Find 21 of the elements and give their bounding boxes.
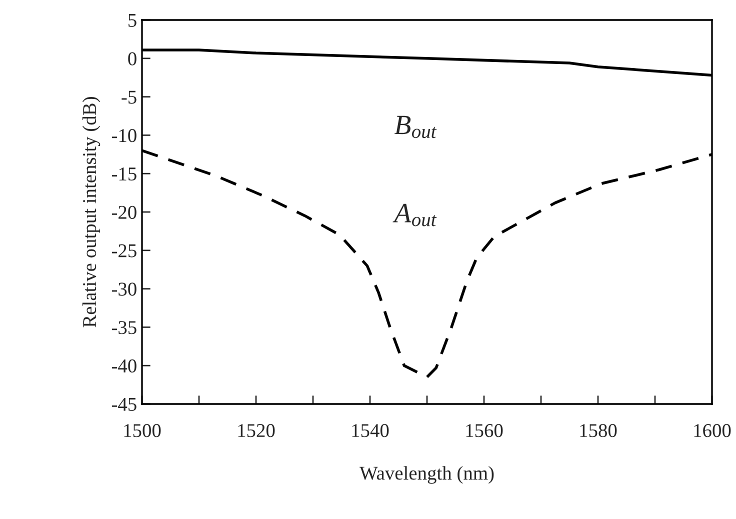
- y-tick-label: -20: [112, 206, 136, 219]
- y-tick-label: -25: [112, 244, 136, 258]
- y-tick-label: -35: [112, 321, 136, 334]
- y-axis-title: Relative output intensity (dB): [82, 97, 100, 328]
- y-tick-label: -5: [122, 90, 136, 104]
- x-tick-label: 1560: [466, 424, 503, 438]
- y-tick-label: 0: [128, 52, 136, 66]
- x-axis-title: Wavelength (nm): [359, 466, 494, 484]
- annotation: A$_{out}$: [392, 204, 437, 226]
- y-tick-label: -30: [112, 282, 136, 296]
- y-tick-label: -40: [112, 359, 136, 373]
- y-tick-label: -10: [112, 129, 136, 142]
- x-tick-label: 1500: [124, 424, 161, 438]
- x-tick-label: 1600: [694, 424, 731, 438]
- y-tick-label: -15: [112, 168, 136, 181]
- x-tick-label: 1540: [352, 424, 389, 438]
- x-tick-label: 1580: [580, 424, 617, 438]
- x-tick-label: 1520: [238, 424, 275, 438]
- y-tick-label: 5: [128, 14, 136, 27]
- y-tick-label: -45: [112, 398, 136, 411]
- annotation: B$_{out}$: [394, 116, 437, 138]
